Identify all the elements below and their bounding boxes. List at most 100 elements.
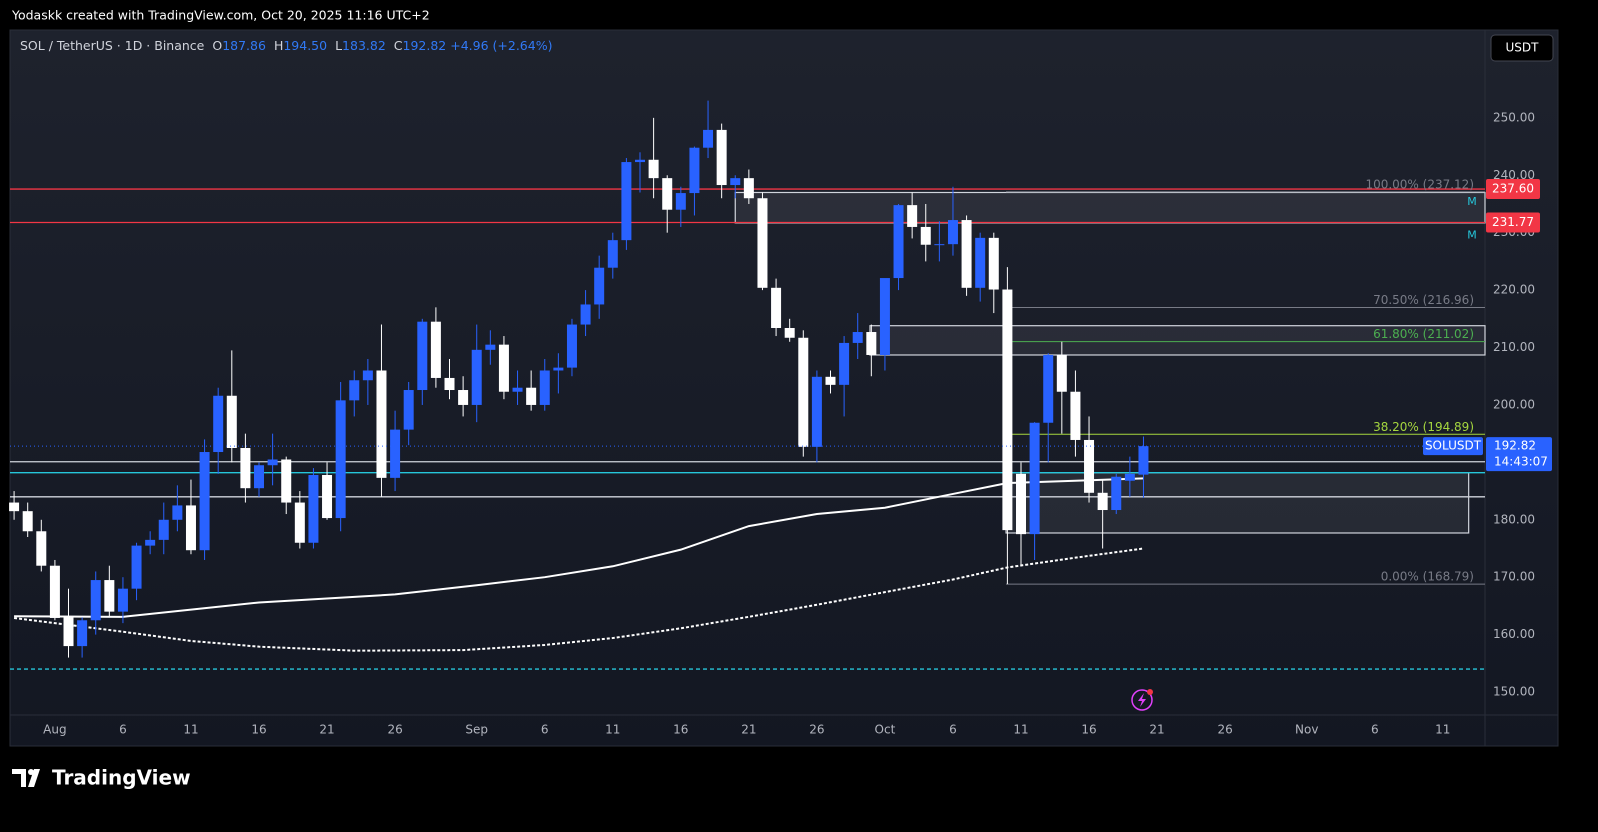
candle-body (498, 344, 509, 392)
fib-label: 61.80% (211.02) (1373, 327, 1474, 341)
candle-body (77, 620, 88, 647)
candle-body (662, 178, 673, 210)
candle-body (430, 321, 441, 378)
brand-logo-dot (28, 769, 34, 775)
price-badge (1486, 179, 1540, 200)
candle-body (9, 502, 20, 512)
candle-body (703, 129, 714, 148)
candle-body (961, 220, 972, 288)
candle-body (90, 580, 101, 621)
candle-body (185, 505, 196, 551)
x-tick-label: 26 (1217, 723, 1232, 737)
candle-body (403, 390, 414, 430)
candle-body (308, 474, 319, 543)
x-tick-label: 11 (183, 723, 198, 737)
candle-body (213, 395, 224, 453)
y-tick-label: 240.00 (1493, 168, 1535, 182)
candle-body (893, 205, 904, 279)
ohlc-key: O (212, 38, 223, 53)
x-tick-label: 11 (1435, 723, 1450, 737)
candle-body (975, 237, 986, 288)
y-tick-label: 160.00 (1493, 627, 1535, 641)
candle-body (1111, 476, 1122, 511)
x-tick-label: 11 (605, 723, 620, 737)
brand-logo (12, 769, 40, 787)
candle-body (1056, 354, 1067, 392)
x-tick-label: Nov (1295, 723, 1318, 737)
candle-body (117, 588, 128, 612)
symbol-badge-label: SOLUSDT (1425, 439, 1482, 453)
candle-body (607, 240, 618, 268)
candle-body (594, 267, 605, 305)
candle-body (199, 452, 210, 551)
candle-body (335, 400, 346, 519)
candle-body (947, 220, 958, 245)
candle-body (158, 519, 169, 540)
candle-body (49, 565, 60, 618)
candle-body (771, 287, 782, 329)
candle-body (1124, 473, 1135, 481)
candle-body (1043, 354, 1054, 423)
candle-body (1016, 473, 1027, 535)
candle-body (376, 370, 387, 478)
zone (734, 191, 1486, 224)
candle-body (1002, 289, 1013, 531)
fib-label: 70.50% (216.96) (1373, 293, 1474, 307)
candle-body (635, 159, 646, 163)
candle-body (716, 129, 727, 186)
x-tick-label: 21 (1149, 723, 1164, 737)
candle-body (226, 395, 237, 449)
candle-body (390, 429, 401, 478)
candle-body (1070, 391, 1081, 440)
candle-body (240, 448, 251, 489)
candle-body (294, 502, 305, 543)
candle-body (675, 193, 686, 210)
y-tick-label: 200.00 (1493, 397, 1535, 411)
ohlc-value: 192.82 (402, 38, 447, 53)
candle-body (934, 244, 945, 246)
candle-body (63, 617, 74, 647)
candle-body (145, 539, 156, 546)
x-tick-label: Sep (465, 723, 488, 737)
currency-label[interactable]: USDT (1506, 41, 1540, 55)
candle-body (512, 387, 523, 392)
candle-body (485, 344, 496, 350)
level-marker: M (1467, 229, 1477, 242)
candle-body (1084, 439, 1095, 493)
last-price-badge (1486, 437, 1552, 472)
candle-body (757, 198, 768, 288)
candle-body (1097, 492, 1108, 511)
last-price-label: 192.82 (1494, 439, 1536, 453)
ohlc-key: H (273, 38, 284, 53)
candle-body (349, 380, 360, 401)
y-tick-label: 150.00 (1493, 685, 1535, 699)
x-tick-label: 6 (541, 723, 549, 737)
alert-icon[interactable] (1131, 689, 1153, 711)
candle-body (621, 162, 632, 241)
legend: SOL / TetherUS · 1D · Binance O187.86 H 1… (20, 38, 552, 53)
candle-body (879, 278, 890, 355)
x-tick-label: 21 (319, 723, 334, 737)
ohlc-value: 187.86 (222, 38, 266, 53)
symbol-badge (1423, 437, 1483, 456)
candle-body (322, 474, 333, 519)
candle-body (811, 376, 822, 447)
ohlc-value: 183.82 (342, 38, 386, 53)
candle-body (648, 159, 659, 179)
candle-body (839, 342, 850, 385)
candle-body (566, 324, 577, 368)
currency-button[interactable] (1490, 34, 1554, 62)
moving-average (14, 477, 1144, 618)
x-tick-label: 16 (673, 723, 688, 737)
symbol: SOL / TetherUS · 1D · Binance (20, 38, 205, 53)
x-tick-label: 21 (741, 723, 756, 737)
candle-body (444, 377, 455, 391)
ohlc-key: L (335, 38, 343, 53)
candle-body (784, 328, 795, 338)
candle-body (689, 147, 700, 194)
candle-body (22, 511, 33, 532)
candle-body (539, 370, 550, 405)
candle-body (267, 459, 278, 466)
candle-body (104, 580, 115, 612)
